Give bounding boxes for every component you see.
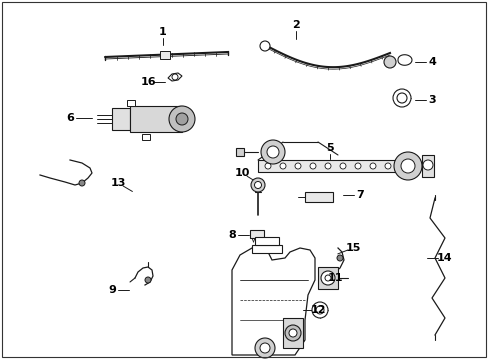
Polygon shape — [231, 248, 314, 355]
Text: 7: 7 — [355, 190, 363, 200]
Circle shape — [311, 302, 327, 318]
Circle shape — [169, 106, 195, 132]
Circle shape — [260, 41, 269, 51]
Bar — [127, 100, 135, 106]
Circle shape — [325, 163, 330, 169]
Text: 8: 8 — [228, 230, 235, 240]
Circle shape — [339, 163, 346, 169]
Polygon shape — [397, 55, 411, 65]
Circle shape — [396, 93, 406, 103]
Circle shape — [392, 89, 410, 107]
Circle shape — [393, 152, 421, 180]
Bar — [160, 50, 170, 59]
Text: 9: 9 — [108, 285, 116, 295]
Text: 16: 16 — [140, 77, 156, 87]
Circle shape — [422, 160, 432, 170]
Bar — [254, 237, 279, 245]
Circle shape — [336, 255, 342, 261]
Circle shape — [254, 338, 274, 358]
Text: 10: 10 — [234, 168, 249, 178]
Bar — [251, 245, 282, 253]
Circle shape — [260, 343, 269, 353]
Text: 14: 14 — [435, 253, 451, 263]
Circle shape — [172, 74, 178, 80]
Bar — [130, 106, 182, 132]
Bar — [283, 318, 303, 348]
Circle shape — [325, 275, 330, 281]
Bar — [258, 160, 419, 172]
Circle shape — [285, 325, 301, 341]
Text: 1: 1 — [159, 27, 166, 37]
Circle shape — [280, 163, 285, 169]
Circle shape — [264, 163, 270, 169]
Text: 11: 11 — [326, 273, 342, 283]
Text: 3: 3 — [427, 95, 435, 105]
Bar — [305, 192, 332, 202]
Circle shape — [266, 146, 279, 158]
Circle shape — [315, 306, 324, 314]
Bar — [236, 148, 244, 156]
Text: 6: 6 — [66, 113, 74, 123]
Polygon shape — [168, 73, 182, 81]
Text: 5: 5 — [325, 143, 333, 153]
Bar — [317, 267, 337, 289]
Circle shape — [383, 56, 395, 68]
Bar — [249, 230, 264, 238]
Text: 13: 13 — [110, 178, 125, 188]
Circle shape — [294, 163, 301, 169]
Circle shape — [288, 329, 296, 337]
Circle shape — [399, 163, 405, 169]
Text: 4: 4 — [427, 57, 435, 67]
Text: 12: 12 — [309, 305, 325, 315]
Circle shape — [320, 271, 334, 285]
Bar — [421, 155, 433, 177]
Circle shape — [145, 277, 151, 283]
Bar — [142, 134, 150, 140]
Circle shape — [369, 163, 375, 169]
Circle shape — [309, 163, 315, 169]
Bar — [112, 108, 130, 130]
Circle shape — [250, 178, 264, 192]
Text: 2: 2 — [291, 20, 299, 30]
Circle shape — [400, 159, 414, 173]
Circle shape — [254, 181, 261, 189]
Circle shape — [79, 180, 85, 186]
Circle shape — [176, 113, 187, 125]
Circle shape — [261, 140, 285, 164]
Circle shape — [384, 163, 390, 169]
Circle shape — [354, 163, 360, 169]
Text: 15: 15 — [345, 243, 360, 253]
